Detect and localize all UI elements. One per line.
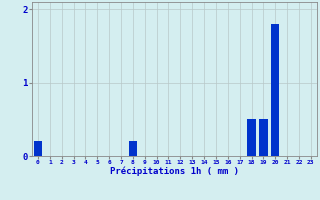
Bar: [247, 119, 256, 156]
Bar: [129, 141, 137, 156]
Bar: [259, 119, 268, 156]
Bar: [271, 24, 279, 156]
X-axis label: Précipitations 1h ( mm ): Précipitations 1h ( mm ): [110, 167, 239, 176]
Bar: [34, 141, 42, 156]
